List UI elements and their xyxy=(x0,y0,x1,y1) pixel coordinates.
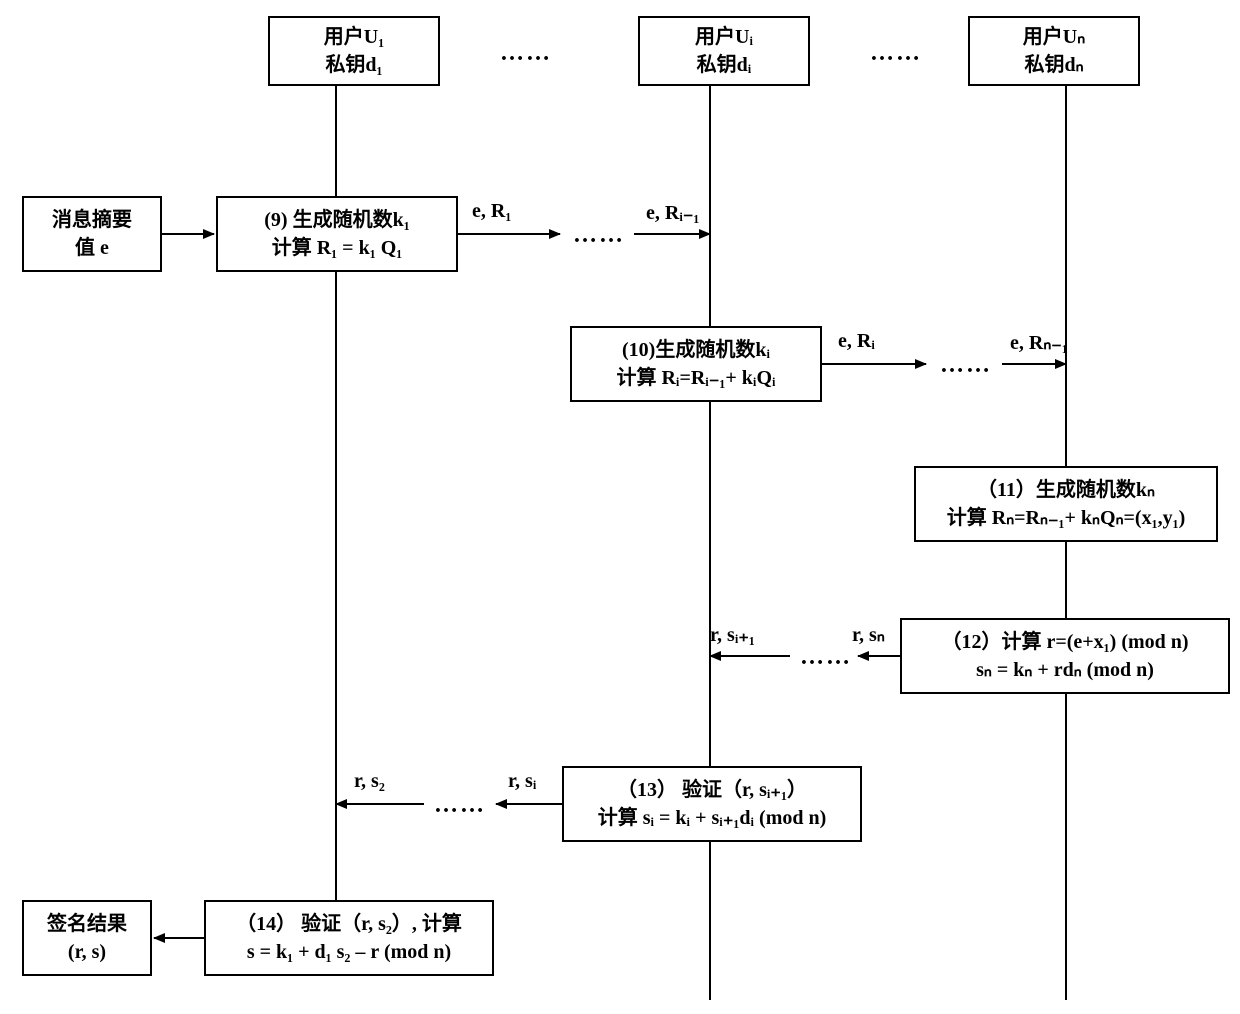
un-line2: 私钥dₙ xyxy=(1024,51,1083,79)
label-e-rn-1: e, Rₙ₋₁ xyxy=(1010,330,1068,355)
step9-line2: 计算 R₁ = k₁ Q₁ xyxy=(272,234,403,262)
step10-line1: (10)生成随机数kᵢ xyxy=(622,336,770,364)
step11-line1: （11）生成随机数kₙ xyxy=(977,476,1155,504)
label-r-si: r, sᵢ xyxy=(508,770,536,793)
u1-line2: 私钥d₁ xyxy=(325,51,382,79)
dots-top-1: …… xyxy=(500,40,552,67)
step9-line1: (9) 生成随机数k₁ xyxy=(264,206,409,234)
step12-box: （12）计算 r=(e+x₁) (mod n) sₙ = kₙ + rdₙ (m… xyxy=(900,618,1230,694)
step9-box: (9) 生成随机数k₁ 计算 R₁ = k₁ Q₁ xyxy=(216,196,458,272)
ui-line2: 私钥dᵢ xyxy=(697,51,752,79)
step14-box: （14） 验证（r, s₂）, 计算 s = k₁ + d₁ s₂ – r (m… xyxy=(204,900,494,976)
ui-line1: 用户Uᵢ xyxy=(695,23,753,51)
label-r-sn: r, sₙ xyxy=(852,622,885,647)
label-r-si1: r, sᵢ₊₁ xyxy=(710,622,755,647)
digest-box: 消息摘要 值 e xyxy=(22,196,162,272)
step13-line1: （13） 验证（r, sᵢ₊₁） xyxy=(617,776,807,804)
result-line2: (r, s) xyxy=(68,938,106,966)
label-r-s2: r, s₂ xyxy=(354,770,385,793)
label-e-r1: e, R₁ xyxy=(472,200,511,223)
dots-row3: …… xyxy=(800,644,852,671)
digest-line2: 值 e xyxy=(75,234,109,262)
result-box: 签名结果 (r, s) xyxy=(22,900,152,976)
user-u1-box: 用户U₁ 私钥d₁ xyxy=(268,16,440,86)
user-ui-box: 用户Uᵢ 私钥dᵢ xyxy=(638,16,810,86)
user-un-box: 用户Uₙ 私钥dₙ xyxy=(968,16,1140,86)
step14-line1: （14） 验证（r, s₂）, 计算 xyxy=(236,910,462,938)
dots-row1: …… xyxy=(573,222,625,249)
un-line1: 用户Uₙ xyxy=(1023,23,1085,51)
digest-line1: 消息摘要 xyxy=(52,206,132,234)
label-e-ri: e, Rᵢ xyxy=(838,330,875,353)
step10-line2: 计算 Rᵢ=Rᵢ₋₁+ kᵢQᵢ xyxy=(616,364,775,392)
step12-line2: sₙ = kₙ + rdₙ (mod n) xyxy=(976,656,1154,684)
step14-line2: s = k₁ + d₁ s₂ – r (mod n) xyxy=(247,938,451,966)
result-line1: 签名结果 xyxy=(47,910,127,938)
dots-row2: …… xyxy=(940,352,992,379)
step13-line2: 计算 sᵢ = kᵢ + sᵢ₊₁dᵢ (mod n) xyxy=(598,804,827,832)
u1-line1: 用户U₁ xyxy=(324,23,384,51)
step11-line2: 计算 Rₙ=Rₙ₋₁+ kₙQₙ=(x₁,y₁) xyxy=(947,504,1186,532)
step12-line1: （12）计算 r=(e+x₁) (mod n) xyxy=(941,628,1188,656)
dots-top-2: …… xyxy=(870,40,922,67)
step13-box: （13） 验证（r, sᵢ₊₁） 计算 sᵢ = kᵢ + sᵢ₊₁dᵢ (mo… xyxy=(562,766,862,842)
step10-box: (10)生成随机数kᵢ 计算 Rᵢ=Rᵢ₋₁+ kᵢQᵢ xyxy=(570,326,822,402)
step11-box: （11）生成随机数kₙ 计算 Rₙ=Rₙ₋₁+ kₙQₙ=(x₁,y₁) xyxy=(914,466,1218,542)
label-e-ri-1: e, Rᵢ₋₁ xyxy=(646,200,699,225)
dots-row4: …… xyxy=(434,792,486,819)
